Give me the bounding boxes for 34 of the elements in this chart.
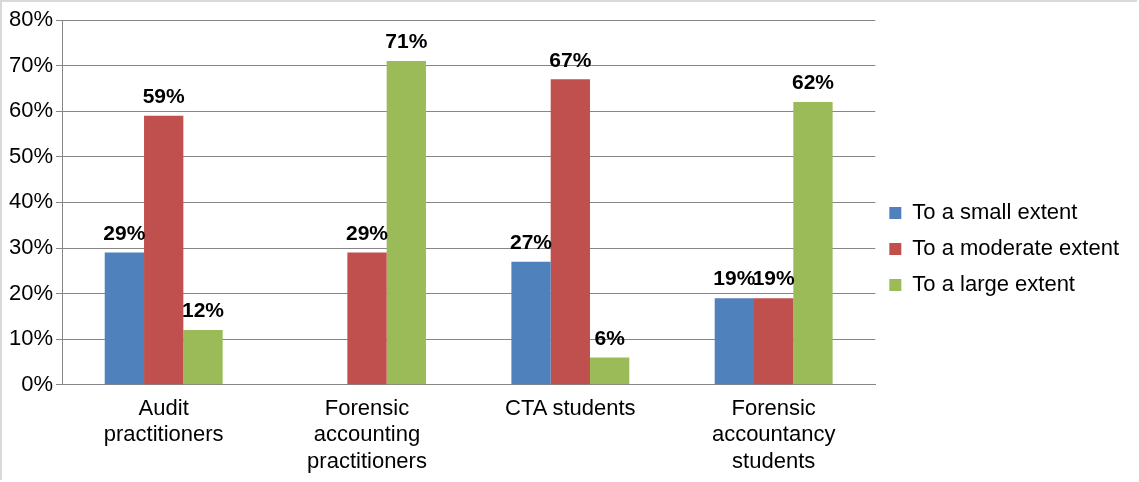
bar	[589, 357, 630, 385]
bar	[144, 115, 184, 385]
x-tick-label: Audit practitioners	[103, 395, 224, 447]
bar	[386, 61, 426, 385]
x-tick-label: Forensic accountancy students	[711, 395, 836, 473]
bar	[183, 330, 223, 385]
y-tick-label: 80%	[8, 6, 54, 32]
data-label: 71%	[385, 29, 428, 53]
bar	[550, 79, 590, 385]
x-tick-label: Forensic accounting practitioners	[307, 395, 427, 473]
legend-label: To a moderate extent	[912, 235, 1120, 261]
y-tick-label: 60%	[8, 97, 54, 123]
data-label: 67%	[549, 47, 592, 71]
y-tick-label: 70%	[8, 51, 54, 77]
bar	[104, 252, 145, 385]
data-label: 12%	[181, 298, 225, 322]
y-tick-label: 0%	[21, 370, 54, 396]
y-tick-label: 20%	[8, 279, 54, 305]
y-tick-label: 50%	[8, 142, 54, 168]
y-tick-label: 10%	[8, 325, 54, 351]
bar	[347, 252, 387, 385]
data-label: 62%	[791, 70, 835, 94]
x-tick-label: CTA students	[505, 395, 636, 421]
legend-label: To a small extent	[912, 199, 1078, 225]
bar	[511, 261, 551, 385]
bar	[754, 298, 794, 385]
bar	[793, 102, 833, 385]
bar	[714, 298, 755, 385]
data-label: 6%	[594, 325, 626, 349]
legend-label: To a large extent	[912, 271, 1075, 297]
data-label: 19%	[713, 266, 756, 290]
y-tick-label: 30%	[8, 234, 54, 260]
data-label: 59%	[142, 84, 186, 108]
y-tick-label: 40%	[8, 188, 54, 214]
